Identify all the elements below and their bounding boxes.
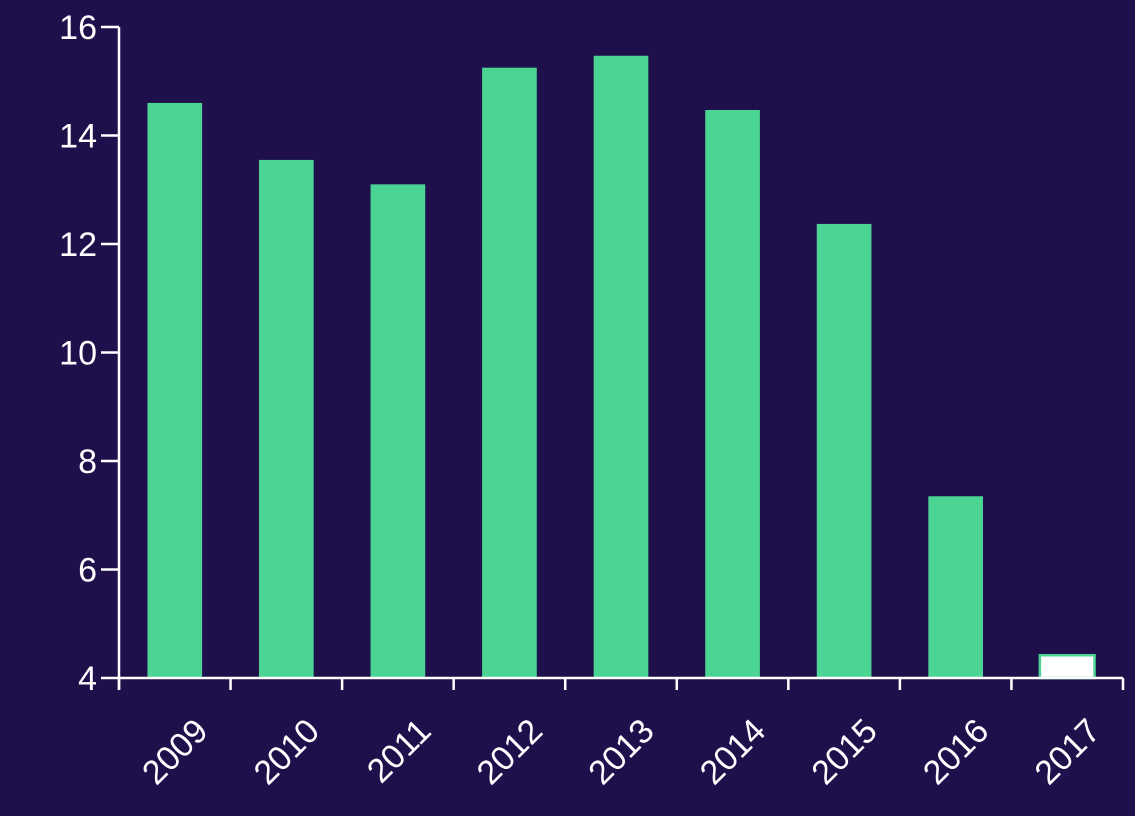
bar-2011 xyxy=(370,184,426,678)
y-tick-label: 16 xyxy=(59,9,97,47)
x-tick-label: 2009 xyxy=(135,712,215,792)
y-tick-label: 12 xyxy=(59,226,97,264)
y-axis-ticks: 4 6 8 10 12 14 16 xyxy=(59,9,119,698)
axes-group xyxy=(117,27,1123,690)
bar-2013 xyxy=(593,55,649,678)
x-tick-label: 2013 xyxy=(581,712,661,792)
x-axis-ticks: 2009 2010 2011 2012 2013 2014 2015 2016 2017 xyxy=(117,678,1125,792)
y-tick-label: 10 xyxy=(59,335,97,373)
y-tick-label: 8 xyxy=(78,443,97,481)
y-tick-label: 14 xyxy=(59,118,97,156)
bar-2009 xyxy=(147,102,203,678)
x-tick-label: 2016 xyxy=(916,712,996,792)
x-tick-label: 2011 xyxy=(360,712,439,791)
x-tick-label: 2014 xyxy=(693,712,773,792)
bar-2010 xyxy=(259,159,314,678)
x-tick-label: 2012 xyxy=(470,712,550,792)
bar-2016 xyxy=(928,496,983,678)
bar-2014 xyxy=(705,110,760,678)
bar-2012 xyxy=(482,67,537,678)
y-tick-label: 4 xyxy=(78,660,97,698)
bar-2015 xyxy=(816,223,872,678)
bar-2017 xyxy=(1038,653,1096,680)
y-tick-label: 6 xyxy=(78,552,97,590)
x-tick-label: 2015 xyxy=(804,712,884,792)
x-tick-label: 2017 xyxy=(1027,712,1107,792)
bars-group xyxy=(147,55,1096,680)
x-tick-label: 2010 xyxy=(247,712,327,792)
